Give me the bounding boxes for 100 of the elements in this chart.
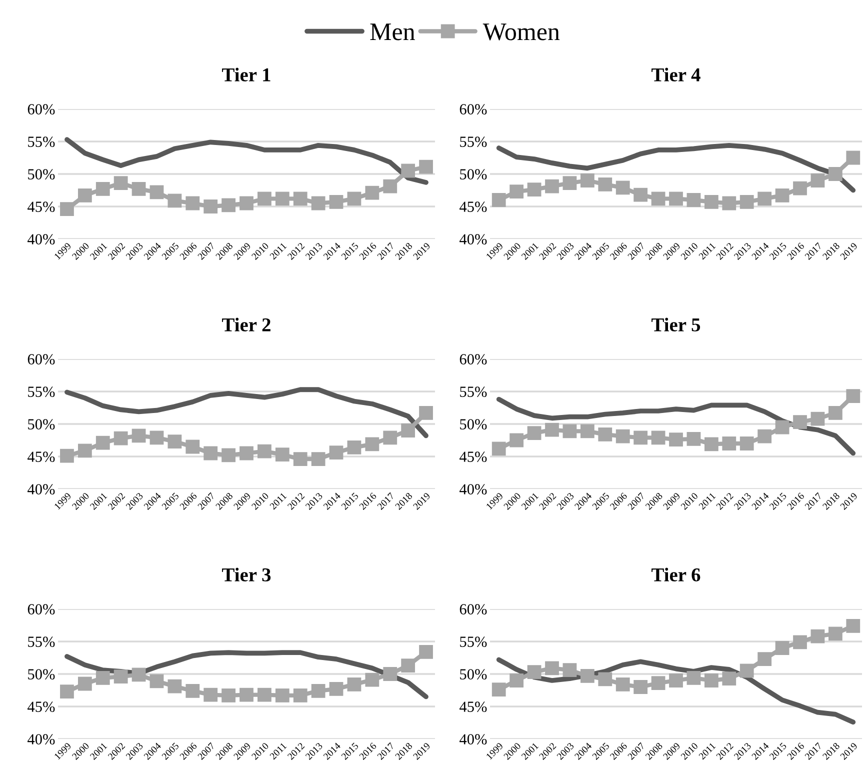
point bbox=[329, 682, 344, 696]
point bbox=[527, 182, 542, 197]
point bbox=[527, 665, 542, 679]
y-tick-label: 55% bbox=[28, 636, 55, 647]
point bbox=[828, 167, 842, 181]
point bbox=[60, 202, 74, 216]
point bbox=[510, 184, 524, 198]
point bbox=[419, 406, 433, 420]
point bbox=[114, 176, 128, 190]
y-tick-label: 60% bbox=[28, 354, 55, 364]
point bbox=[401, 424, 416, 438]
point bbox=[510, 433, 524, 448]
point bbox=[634, 188, 648, 202]
point bbox=[545, 661, 559, 676]
y-tick-label: 40% bbox=[460, 734, 487, 744]
line-series bbox=[496, 142, 856, 193]
point bbox=[186, 196, 200, 210]
point bbox=[492, 682, 506, 697]
point bbox=[78, 444, 92, 458]
point bbox=[186, 684, 200, 698]
point bbox=[810, 174, 825, 188]
point bbox=[60, 684, 74, 698]
point bbox=[651, 192, 666, 206]
point bbox=[545, 179, 559, 194]
point bbox=[758, 652, 772, 666]
x-tick-label: 1999 bbox=[486, 742, 504, 760]
y-tick-label: 45% bbox=[460, 202, 487, 212]
x-tick-label: 2001 bbox=[521, 492, 539, 510]
point bbox=[545, 422, 559, 437]
y-tick-label: 50% bbox=[28, 419, 55, 430]
y-tick-label: 40% bbox=[460, 484, 487, 494]
x-tick-label: 2001 bbox=[90, 242, 108, 260]
y-tick-label: 55% bbox=[28, 386, 55, 397]
point bbox=[401, 164, 416, 178]
y-tick-label: 45% bbox=[28, 452, 55, 462]
y-tick-label: 40% bbox=[28, 484, 55, 494]
point bbox=[329, 195, 344, 209]
y-tick-label: 40% bbox=[28, 734, 55, 744]
point bbox=[758, 429, 772, 444]
point bbox=[222, 198, 236, 212]
point bbox=[114, 670, 128, 684]
point bbox=[846, 389, 860, 403]
point bbox=[347, 440, 362, 454]
y-tick-label: 50% bbox=[460, 419, 487, 430]
y-tick-label: 55% bbox=[460, 386, 487, 397]
point bbox=[419, 644, 433, 659]
point bbox=[669, 192, 683, 206]
y-tick-label: 45% bbox=[28, 202, 55, 212]
x-tick-label: 2001 bbox=[90, 742, 108, 760]
y-tick-label: 60% bbox=[28, 604, 55, 614]
point bbox=[598, 177, 612, 192]
x-tick-label: 2011 bbox=[698, 242, 716, 260]
point bbox=[562, 663, 577, 678]
y-tick-label: 60% bbox=[460, 604, 487, 614]
point bbox=[204, 446, 218, 460]
point bbox=[311, 196, 326, 210]
point bbox=[222, 688, 236, 702]
point bbox=[365, 437, 380, 452]
chart-title: Tier 4 bbox=[652, 68, 700, 82]
point bbox=[651, 430, 666, 445]
point bbox=[222, 448, 236, 462]
y-tick-label: 45% bbox=[460, 702, 487, 712]
point bbox=[704, 674, 718, 688]
point bbox=[580, 174, 594, 188]
point bbox=[846, 618, 860, 633]
point bbox=[492, 442, 506, 456]
point bbox=[96, 670, 110, 685]
point bbox=[258, 444, 272, 458]
point bbox=[810, 629, 825, 644]
point bbox=[258, 192, 272, 206]
point bbox=[401, 658, 416, 672]
point bbox=[828, 626, 842, 641]
point bbox=[132, 668, 146, 682]
point bbox=[704, 195, 718, 209]
point bbox=[722, 196, 736, 210]
y-tick-label: 50% bbox=[460, 169, 487, 180]
chart-title: Tier 3 bbox=[222, 568, 271, 582]
point bbox=[186, 440, 200, 454]
point bbox=[347, 192, 362, 206]
point bbox=[740, 436, 754, 450]
point bbox=[527, 426, 542, 440]
point bbox=[60, 448, 74, 463]
x-tick-label: 2011 bbox=[269, 242, 287, 260]
point bbox=[311, 452, 326, 466]
point bbox=[168, 194, 182, 208]
point bbox=[347, 677, 362, 692]
point bbox=[740, 664, 754, 678]
point bbox=[150, 185, 164, 200]
chart-title: Tier 5 bbox=[652, 318, 700, 332]
x-tick-label: 1999 bbox=[486, 492, 504, 510]
line-series bbox=[496, 657, 856, 725]
point bbox=[492, 193, 506, 207]
point bbox=[722, 436, 736, 450]
point bbox=[775, 641, 790, 655]
point bbox=[275, 688, 290, 702]
y-tick-label: 60% bbox=[460, 104, 487, 114]
point bbox=[616, 429, 630, 444]
point bbox=[828, 406, 842, 420]
point bbox=[204, 200, 218, 214]
x-tick-label: 2001 bbox=[521, 242, 539, 260]
